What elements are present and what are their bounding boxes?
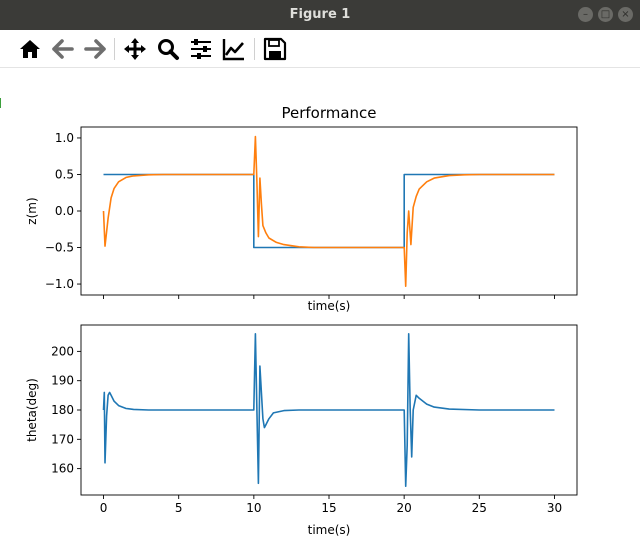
x-tick-label: 0 — [100, 501, 108, 515]
x-tick-label: 30 — [547, 501, 562, 515]
x-axis-label: time(s) — [308, 523, 351, 537]
y-tick-label: 200 — [51, 344, 74, 358]
y-axis-label: z(m) — [25, 197, 39, 224]
toolbar-separator — [254, 38, 255, 60]
back-arrow-icon — [52, 39, 74, 59]
home-icon — [20, 40, 40, 58]
x-tick-label: 5 — [175, 501, 183, 515]
window-title: Figure 1 — [289, 7, 351, 22]
home-button[interactable] — [17, 36, 43, 62]
x-tick-label: 10 — [246, 501, 261, 515]
y-tick-label: 170 — [51, 432, 74, 446]
toolbar-separator — [114, 38, 115, 60]
plot-frame — [80, 126, 578, 296]
zoom-button[interactable] — [155, 36, 181, 62]
x-tick-label: 15 — [321, 501, 336, 515]
edit-axis-icon — [222, 39, 244, 61]
back-button[interactable] — [50, 36, 76, 62]
y-tick-label: −0.5 — [45, 241, 74, 255]
performance-axes[interactable]: Performance −1.0 −0.5 0.0 0.5 1.0 time(s) z(m) — [25, 104, 578, 313]
zoom-magnifier-icon — [158, 39, 179, 60]
minimize-icon[interactable]: – — [578, 7, 593, 22]
edit-axis-button[interactable] — [221, 36, 247, 62]
y-tick-label: −1.0 — [45, 277, 74, 291]
y-tick-label: 160 — [51, 462, 74, 476]
series-line-1 — [102, 332, 555, 488]
chart-title: Performance — [281, 104, 376, 122]
maximize-icon[interactable]: □ — [598, 7, 613, 22]
subplots-button[interactable] — [188, 36, 214, 62]
save-button[interactable] — [262, 36, 288, 62]
y-axis-label: theta(deg) — [25, 378, 39, 442]
y-tick-label: 0.0 — [55, 204, 74, 218]
forward-button[interactable] — [82, 36, 108, 62]
figure-canvas[interactable]: Performance−1.0−0.50.00.51.0time(s)z(m) … — [0, 68, 640, 547]
x-tick-label: 20 — [397, 501, 412, 515]
pan-move-icon — [124, 38, 146, 60]
x-axis-label: time(s) — [308, 299, 351, 313]
close-icon[interactable]: × — [618, 7, 633, 22]
forward-arrow-icon — [84, 39, 106, 59]
series-line-1 — [103, 173, 555, 249]
y-tick-label: 180 — [51, 403, 74, 417]
save-floppy-icon — [263, 37, 287, 61]
window-titlebar: Figure 1 – □ × — [0, 0, 640, 30]
y-tick-label: 190 — [51, 374, 74, 388]
pan-button[interactable] — [122, 36, 148, 62]
y-tick-label: 1.0 — [55, 131, 74, 145]
left-edge-marker — [0, 98, 1, 108]
subplots-sliders-icon — [191, 39, 211, 59]
series-line-2 — [102, 135, 555, 288]
y-tick-label: 0.5 — [55, 167, 74, 181]
theta-axes[interactable]: 0 5 10 15 20 25 30 160 170 180 190 200 time(s) theta(… — [25, 324, 578, 537]
navigation-toolbar — [0, 30, 640, 68]
x-tick-label: 25 — [472, 501, 487, 515]
